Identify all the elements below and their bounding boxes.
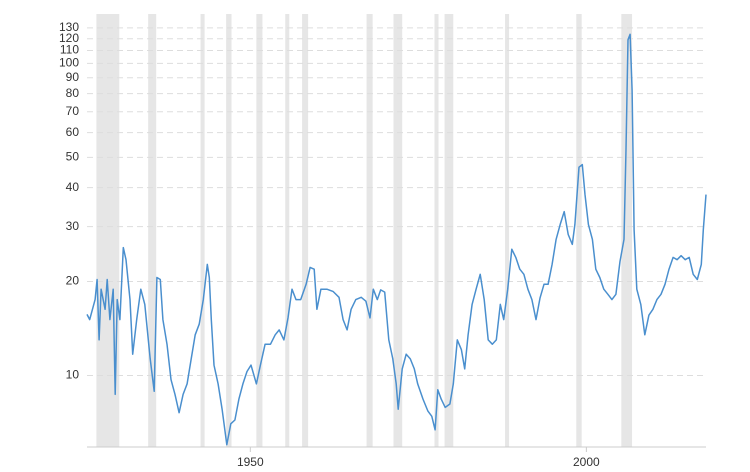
recession-band bbox=[576, 14, 582, 447]
recession-band bbox=[148, 14, 157, 447]
y-tick-label: 130 bbox=[59, 20, 79, 34]
recession-band bbox=[434, 14, 439, 447]
y-tick-label: 60 bbox=[66, 125, 80, 139]
recession-band bbox=[621, 14, 633, 447]
x-tick-label: 1950 bbox=[237, 455, 264, 469]
data-line bbox=[86, 33, 707, 446]
y-tick-label: 70 bbox=[66, 104, 80, 118]
recession-band bbox=[366, 14, 373, 447]
recession-band bbox=[444, 14, 454, 447]
recession-band bbox=[200, 14, 205, 447]
y-tick-label: 120 bbox=[59, 31, 79, 45]
y-tick-label: 10 bbox=[66, 368, 80, 382]
recession-band bbox=[256, 14, 263, 447]
y-tick-label: 110 bbox=[60, 43, 79, 57]
recession-band bbox=[505, 14, 510, 447]
recession-band bbox=[285, 14, 290, 447]
y-tick-label: 50 bbox=[66, 150, 80, 164]
y-tick-label: 30 bbox=[66, 219, 80, 233]
y-tick-label: 80 bbox=[66, 86, 80, 100]
y-tick-label: 40 bbox=[66, 180, 80, 194]
recession-band bbox=[393, 14, 403, 447]
x-tick-label: 2000 bbox=[573, 455, 600, 469]
y-tick-label: 20 bbox=[66, 274, 80, 288]
y-tick-label: 100 bbox=[59, 56, 79, 70]
y-tick-label: 90 bbox=[66, 70, 80, 84]
recession-band bbox=[226, 14, 232, 447]
recession-band bbox=[302, 14, 309, 447]
